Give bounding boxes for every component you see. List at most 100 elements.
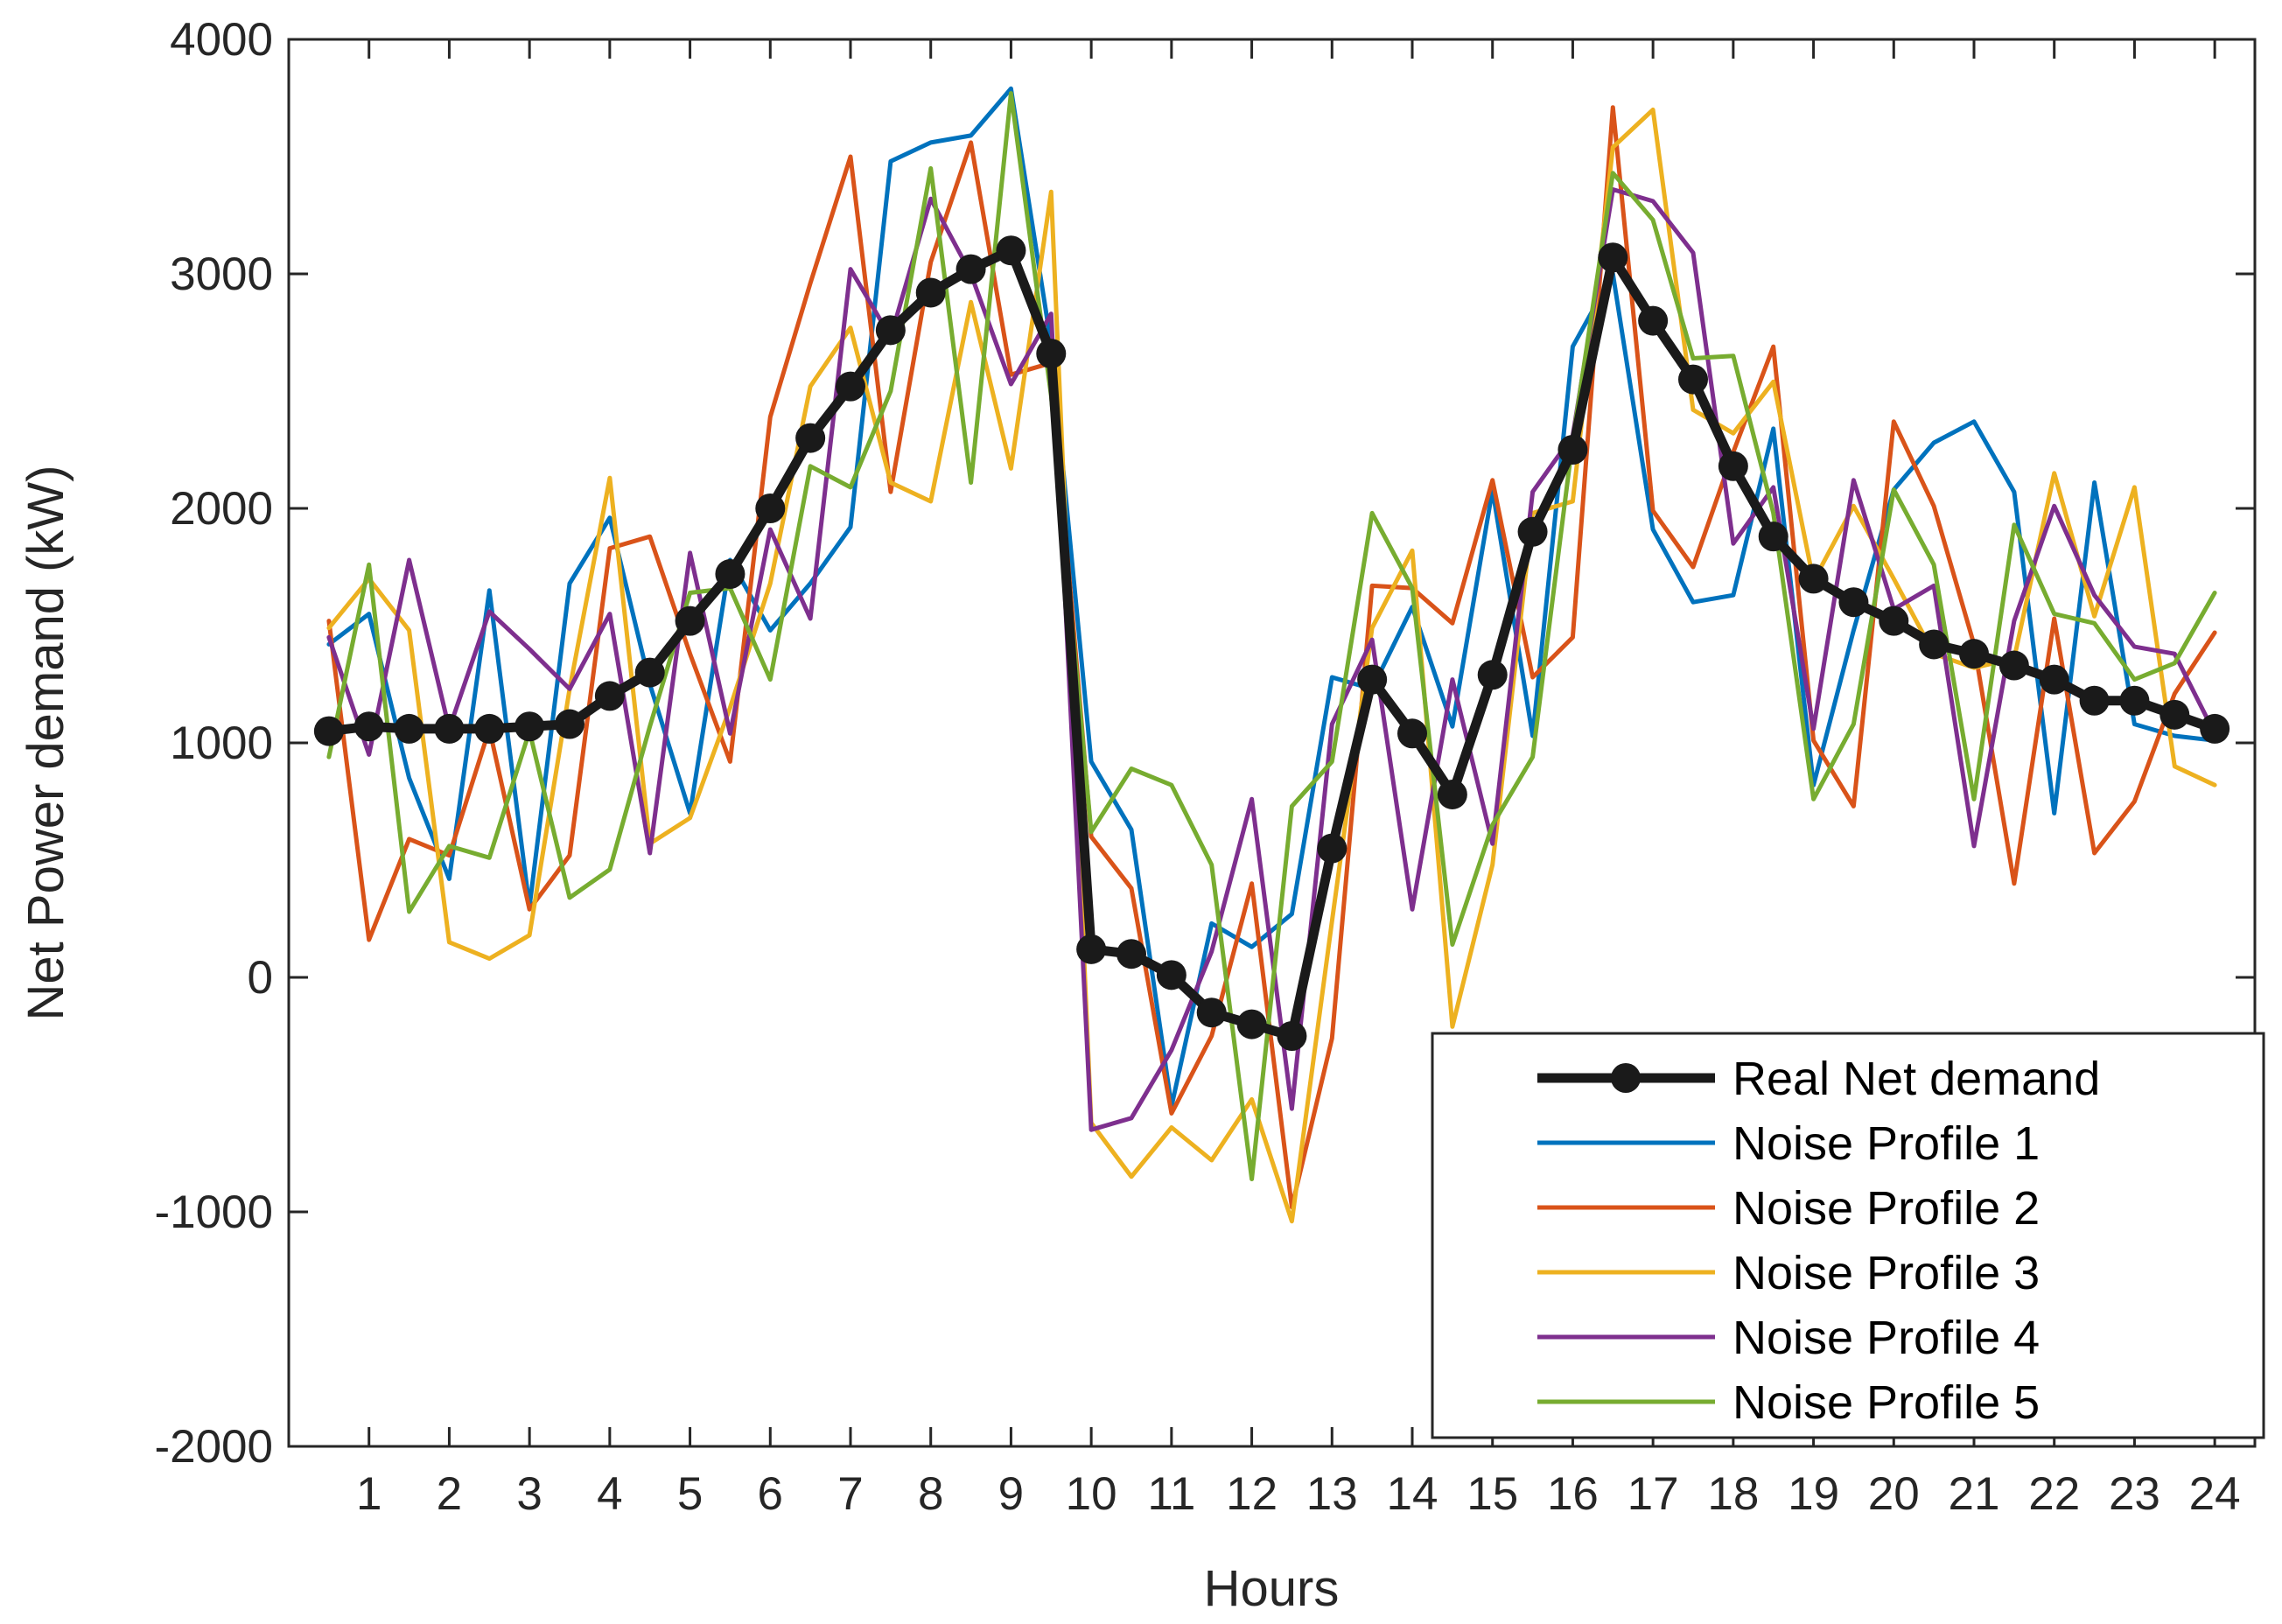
data-point-real-net-demand <box>1076 934 1107 964</box>
legend-items: Real Net demand Noise Profile 1 Noise Prof… <box>1537 1053 2100 1429</box>
x-tick-label: 6 <box>758 1468 783 1520</box>
x-tick-label: 12 <box>1226 1468 1278 1520</box>
data-point-real-net-demand <box>1397 718 1427 749</box>
data-point-real-net-demand <box>1758 522 1788 552</box>
data-point-real-net-demand <box>634 657 665 688</box>
data-point-real-net-demand <box>715 559 746 590</box>
x-tick-label: 9 <box>998 1468 1024 1520</box>
x-tick-label: 4 <box>597 1468 622 1520</box>
x-tick-label: 10 <box>1066 1468 1117 1520</box>
data-point-real-net-demand <box>675 606 705 636</box>
legend-box <box>1431 1032 2265 1439</box>
y-tick-label: 0 <box>248 952 273 1004</box>
series-line-noise-profile-1 <box>326 86 2217 1109</box>
legend-marker-real-net-demand <box>1611 1063 1641 1093</box>
data-point-real-net-demand <box>1838 587 1869 618</box>
x-tick-label: 5 <box>677 1468 703 1520</box>
data-point-real-net-demand <box>1437 779 1467 809</box>
legend: Real Net demand Noise Profile 1 Noise Prof… <box>1431 1032 2265 1439</box>
data-point-real-net-demand <box>434 713 465 744</box>
x-tick-label: 19 <box>1788 1468 1839 1520</box>
data-point-real-net-demand <box>755 494 786 523</box>
legend-label-noise-profile-3: Noise Profile 3 <box>1732 1247 2040 1299</box>
data-point-real-net-demand <box>1638 305 1669 336</box>
data-point-real-net-demand <box>836 371 865 402</box>
legend-label-noise-profile-1: Noise Profile 1 <box>1732 1117 2040 1170</box>
data-point-real-net-demand <box>1879 606 1909 636</box>
x-tick-label: 18 <box>1707 1468 1759 1520</box>
data-point-real-net-demand <box>354 711 384 742</box>
data-point-real-net-demand <box>795 423 826 453</box>
x-tick-label: 14 <box>1387 1468 1438 1520</box>
data-point-real-net-demand <box>1357 664 1388 695</box>
data-point-real-net-demand <box>1317 833 1348 864</box>
x-axis-ticks: 1 2 3 4 5 6 7 8 9 10 11 12 13 14 15 16 17 18 19 20 21 22 23 24 <box>356 39 2241 1520</box>
legend-label-noise-profile-5: Noise Profile 5 <box>1732 1376 2040 1429</box>
legend-label-noise-profile-4: Noise Profile 4 <box>1732 1312 2040 1364</box>
series-line-noise-profile-2 <box>326 105 2217 1210</box>
x-tick-label: 15 <box>1466 1468 1518 1520</box>
legend-label-noise-profile-2: Noise Profile 2 <box>1732 1182 2040 1235</box>
data-point-real-net-demand <box>1998 650 2029 681</box>
y-tick-label: -2000 <box>154 1421 273 1473</box>
y-tick-label: 4000 <box>170 14 273 66</box>
data-point-real-net-demand <box>1036 339 1067 369</box>
data-point-real-net-demand <box>594 681 625 711</box>
data-point-real-net-demand <box>474 713 505 744</box>
data-point-real-net-demand <box>1558 435 1588 465</box>
data-point-real-net-demand <box>1959 639 1989 669</box>
x-tick-label: 7 <box>837 1468 863 1520</box>
y-axis-title: Net Power demand (kW) <box>18 466 74 1021</box>
series-line-noise-profile-3 <box>326 107 2217 1224</box>
x-tick-label: 21 <box>1949 1468 2000 1520</box>
data-point-real-net-demand <box>1919 629 1950 660</box>
data-point-real-net-demand <box>956 254 986 284</box>
x-tick-label: 3 <box>516 1468 542 1520</box>
data-point-real-net-demand <box>1598 242 1628 273</box>
y-tick-label: 1000 <box>170 718 273 769</box>
data-point-real-net-demand <box>1718 451 1748 481</box>
data-point-real-net-demand <box>1277 1021 1307 1051</box>
data-point-real-net-demand <box>1196 998 1227 1028</box>
x-tick-label: 24 <box>2189 1468 2241 1520</box>
data-point-real-net-demand <box>875 315 906 346</box>
y-tick-label: 3000 <box>170 248 273 300</box>
y-axis-ticks: -2000 -1000 0 1000 2000 3000 4000 <box>154 14 2255 1473</box>
x-axis-title: Hours <box>1204 1560 1340 1617</box>
x-tick-label: 2 <box>437 1468 462 1520</box>
data-point-real-net-demand <box>514 711 545 742</box>
data-point-real-net-demand <box>1798 564 1829 594</box>
data-point-real-net-demand <box>1477 660 1508 690</box>
data-point-real-net-demand <box>1236 1009 1267 1040</box>
data-point-real-net-demand <box>915 277 946 308</box>
series-line-noise-profile-5 <box>326 91 2217 1181</box>
series-line-noise-profile-4 <box>326 187 2217 1132</box>
x-tick-label: 1 <box>356 1468 382 1520</box>
x-tick-label: 11 <box>1147 1468 1195 1520</box>
x-tick-label: 13 <box>1306 1468 1358 1520</box>
series-layer <box>313 86 2230 1224</box>
x-tick-label: 20 <box>1868 1468 1920 1520</box>
x-tick-label: 17 <box>1628 1468 1679 1520</box>
data-point-real-net-demand <box>2119 685 2150 716</box>
data-point-real-net-demand <box>1678 364 1708 395</box>
data-point-real-net-demand <box>394 713 424 744</box>
y-tick-label: 2000 <box>170 483 273 535</box>
data-point-real-net-demand <box>1517 516 1548 547</box>
data-point-real-net-demand <box>1116 939 1146 970</box>
data-point-real-net-demand <box>2039 664 2069 695</box>
data-point-real-net-demand <box>313 716 344 746</box>
x-tick-label: 22 <box>2028 1468 2080 1520</box>
x-tick-label: 16 <box>1547 1468 1599 1520</box>
data-point-real-net-demand <box>996 235 1026 266</box>
x-tick-label: 8 <box>918 1468 943 1520</box>
x-tick-label: 23 <box>2109 1468 2160 1520</box>
data-point-real-net-demand <box>2200 713 2230 744</box>
data-point-real-net-demand <box>2160 699 2190 730</box>
data-point-real-net-demand <box>555 709 584 739</box>
data-point-real-net-demand <box>2079 685 2110 716</box>
y-tick-label: -1000 <box>154 1186 273 1238</box>
data-point-real-net-demand <box>1156 960 1186 990</box>
legend-label-real-net-demand: Real Net demand <box>1732 1053 2100 1105</box>
